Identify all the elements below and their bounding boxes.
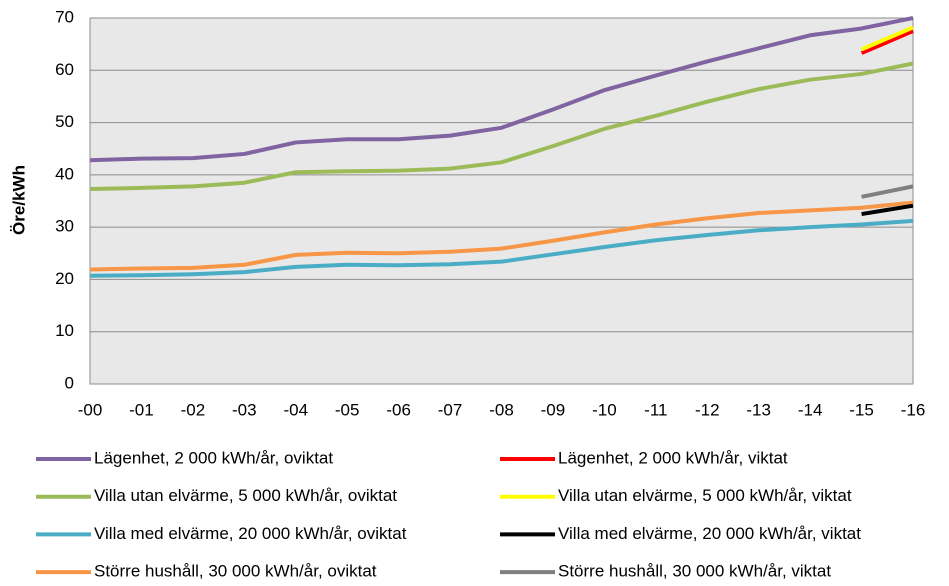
x-tick-label: -12 [695, 400, 720, 419]
y-tick-label: 10 [55, 321, 74, 340]
legend-label: Villa med elvärme, 20 000 kWh/år, ovikta… [94, 524, 407, 543]
y-tick-label: 40 [55, 164, 74, 183]
x-tick-label: -14 [798, 400, 823, 419]
x-tick-label: -01 [129, 400, 154, 419]
x-tick-label: -03 [232, 400, 257, 419]
plot-area [89, 17, 914, 385]
x-tick-label: -09 [541, 400, 566, 419]
x-tick-label: -13 [746, 400, 771, 419]
x-tick-label: -06 [386, 400, 411, 419]
x-tick-label: -08 [489, 400, 514, 419]
x-tick-label: -00 [78, 400, 103, 419]
y-tick-label: 30 [55, 217, 74, 236]
y-tick-label: 60 [55, 60, 74, 79]
x-tick-label: -10 [592, 400, 617, 419]
x-tick-label: -15 [849, 400, 874, 419]
x-tick-label: -11 [644, 400, 667, 419]
x-tick-label: -02 [181, 400, 206, 419]
legend-label: Villa utan elvärme, 5 000 kWh/år, ovikta… [94, 486, 397, 505]
series-line [861, 184, 914, 199]
legend-label: Lägenhet, 2 000 kWh/år, viktat [558, 448, 788, 467]
series-line [89, 16, 914, 163]
x-tick-label: -07 [438, 400, 463, 419]
x-tick-label: -04 [283, 400, 308, 419]
y-tick-label: 70 [55, 7, 74, 26]
series-line [89, 61, 914, 191]
legend-label: Större hushåll, 30 000 kWh/år, oviktat [94, 562, 377, 581]
series-line [89, 200, 914, 272]
legend-label: Lägenhet, 2 000 kWh/år, oviktat [94, 448, 333, 467]
series-line [860, 25, 914, 52]
y-axis-label: Öre/kWh [9, 165, 28, 235]
x-tick-label: -16 [901, 400, 926, 419]
series-line [860, 29, 914, 55]
series-line [861, 203, 914, 217]
legend-label: Villa utan elvärme, 5 000 kWh/år, viktat [558, 486, 852, 505]
x-tick-label: -05 [335, 400, 360, 419]
y-tick-label: 0 [65, 373, 74, 392]
legend-label: Villa med elvärme, 20 000 kWh/år, viktat [558, 524, 861, 543]
y-tick-label: 50 [55, 112, 74, 131]
y-tick-label: 20 [55, 269, 74, 288]
legend-label: Större hushåll, 30 000 kWh/år, viktat [558, 562, 831, 581]
series-line [89, 218, 914, 278]
